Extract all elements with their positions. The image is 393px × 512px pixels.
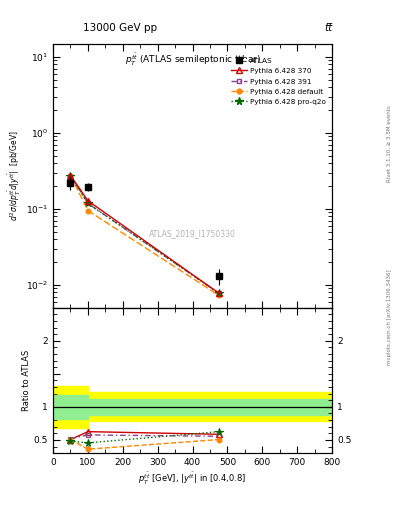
- Text: mcplots.cern.ch [arXiv:1306.3436]: mcplots.cern.ch [arXiv:1306.3436]: [387, 270, 392, 365]
- Text: Rivet 3.1.10, ≥ 3.5M events: Rivet 3.1.10, ≥ 3.5M events: [387, 105, 392, 182]
- Y-axis label: $d^2\sigma / dp^{t\bar{t}}_T d|y^{t\bar{t}}|$  [pb/GeV]: $d^2\sigma / dp^{t\bar{t}}_T d|y^{t\bar{…: [7, 131, 23, 221]
- Y-axis label: Ratio to ATLAS: Ratio to ATLAS: [22, 350, 31, 411]
- Text: ATLAS_2019_I1750330: ATLAS_2019_I1750330: [149, 229, 236, 238]
- Legend: ATLAS, Pythia 6.428 370, Pythia 6.428 391, Pythia 6.428 default, Pythia 6.428 pr: ATLAS, Pythia 6.428 370, Pythia 6.428 39…: [229, 55, 329, 108]
- Text: tt̅: tt̅: [324, 23, 332, 33]
- Text: $p_T^{t\bar{t}}$ (ATLAS semileptonic ttbar): $p_T^{t\bar{t}}$ (ATLAS semileptonic ttb…: [125, 51, 261, 68]
- Text: 13000 GeV pp: 13000 GeV pp: [83, 23, 157, 33]
- X-axis label: $p^{t\bar{t}}_T$ [GeV], $|y^{t\bar{t}}|$ in [0.4,0.8]: $p^{t\bar{t}}_T$ [GeV], $|y^{t\bar{t}}|$…: [138, 471, 247, 487]
